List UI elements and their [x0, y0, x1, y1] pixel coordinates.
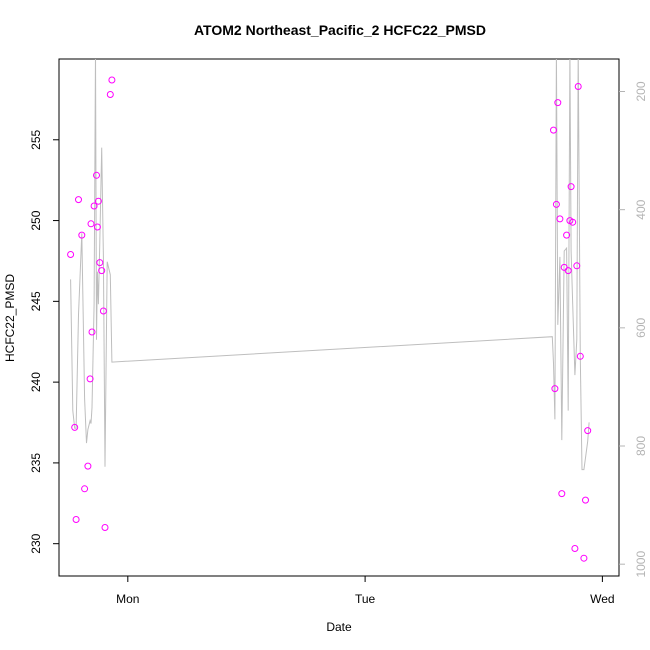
data-point [554, 99, 562, 107]
data-point [98, 267, 106, 275]
data-point [96, 259, 104, 267]
y-tick-label: 245 [29, 291, 43, 311]
data-point [108, 76, 116, 84]
plot-frame [58, 58, 620, 577]
y-tick-label: 235 [29, 453, 43, 473]
data-point [580, 554, 588, 562]
data-point [84, 462, 92, 470]
data-point [576, 352, 584, 360]
y-axis-label: HCFC22_PMSD [3, 274, 17, 362]
x-axis-label: Date [326, 620, 352, 634]
data-point [86, 375, 94, 383]
data-point [558, 490, 566, 498]
data-point [584, 427, 592, 435]
chart-title: ATOM2 Northeast_Pacific_2 HCFC22_PMSD [194, 22, 486, 38]
data-point [99, 307, 107, 315]
data-point [78, 231, 86, 239]
x-tick-label: Mon [116, 592, 139, 606]
data-point [93, 223, 101, 231]
series-line [70, 59, 590, 471]
data-point [582, 496, 589, 504]
series-line-layer [70, 59, 590, 471]
data-point [71, 423, 79, 431]
data-point [88, 328, 96, 336]
data-point [563, 231, 571, 239]
data-point [101, 524, 109, 531]
x-axis: Mon Tue Wed [116, 576, 615, 606]
data-point [90, 202, 98, 210]
y-right-tick-label: 400 [634, 199, 648, 219]
y-tick-label: 255 [29, 129, 43, 149]
y-right-tick-label: 1000 [634, 551, 648, 578]
y-tick-label: 230 [29, 533, 43, 553]
data-point [75, 196, 82, 204]
y-tick-label: 240 [29, 372, 43, 392]
x-tick-label: Tue [355, 592, 376, 606]
data-point [574, 83, 582, 90]
data-point [81, 485, 89, 493]
data-point [87, 220, 95, 228]
data-point [573, 262, 581, 270]
y-right-tick-label: 200 [634, 81, 648, 101]
data-point [556, 215, 564, 223]
data-point [552, 200, 560, 208]
x-tick-label: Wed [590, 592, 614, 606]
data-point [571, 545, 579, 552]
data-point [567, 183, 575, 191]
y-axis: 230 235 240 245 250 255 [29, 129, 59, 554]
data-point [94, 197, 102, 205]
data-point [564, 267, 572, 275]
y-right-tick-label: 600 [634, 317, 648, 337]
y-right-tick-label: 800 [634, 436, 648, 456]
data-point [551, 385, 559, 393]
data-point [67, 251, 75, 258]
data-point [569, 218, 577, 226]
data-point [93, 171, 100, 179]
data-point [550, 126, 557, 134]
series-points-layer [67, 76, 592, 562]
y-right-axis: 200 400 600 800 1000 [619, 81, 648, 578]
y-tick-label: 250 [29, 210, 43, 230]
data-point [72, 516, 80, 523]
data-point [106, 91, 114, 98]
